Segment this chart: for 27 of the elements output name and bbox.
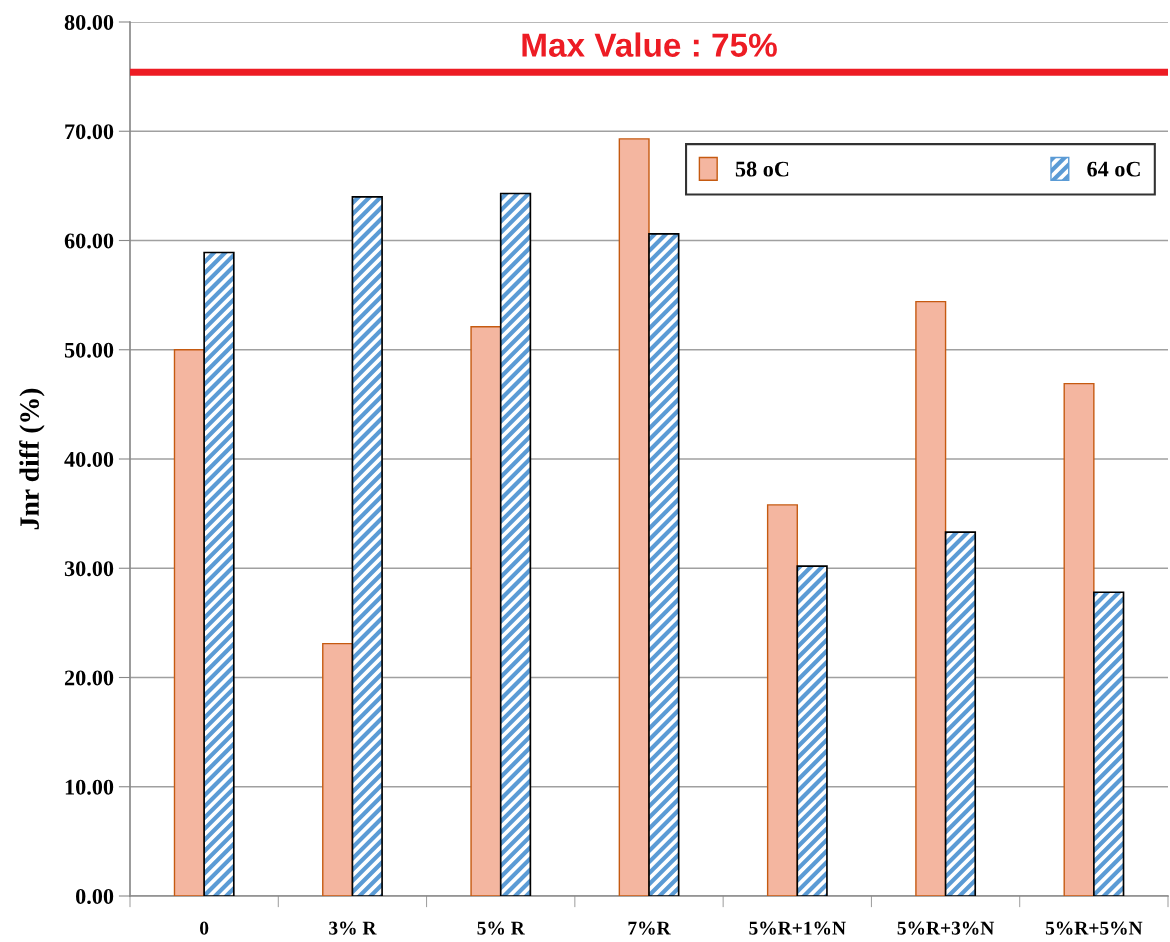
legend-label: 64 oC <box>1087 161 1140 177</box>
legend-label: 58 oC <box>735 161 789 177</box>
y-tick-label: 70.00 <box>65 124 114 140</box>
bar <box>618 138 650 896</box>
bar <box>766 504 798 896</box>
bar <box>470 326 502 896</box>
bar <box>322 642 354 896</box>
x-tick-label: 5%R+1%N <box>749 921 846 935</box>
x-tick-label: 5%R+3%N <box>897 921 995 935</box>
y-tick-label: 10.00 <box>65 779 114 795</box>
x-tick-label: 3% R <box>329 921 377 935</box>
y-tick-label: 60.00 <box>64 233 114 249</box>
x-tick-label: 7%R <box>628 921 671 935</box>
y-tick-label: 50.00 <box>64 342 114 358</box>
bar <box>173 349 205 896</box>
y-tick-label: 0.00 <box>75 888 114 905</box>
bar <box>1063 382 1095 896</box>
y-tick-label: 30.00 <box>64 561 114 577</box>
bar <box>915 300 947 896</box>
y-tick-label: 80.00 <box>64 14 114 31</box>
x-tick-label: 0 <box>200 921 209 935</box>
y-tick-label: 20.00 <box>64 670 114 686</box>
x-tick-label: 5% R <box>477 921 525 935</box>
x-tick-label: 5%R+5%N <box>1045 921 1143 935</box>
y-axis-title: Jnr diff (%) <box>19 388 45 530</box>
y-tick-label: 40.00 <box>64 451 114 468</box>
ref-line-label: Max Value : 75% <box>522 32 777 57</box>
